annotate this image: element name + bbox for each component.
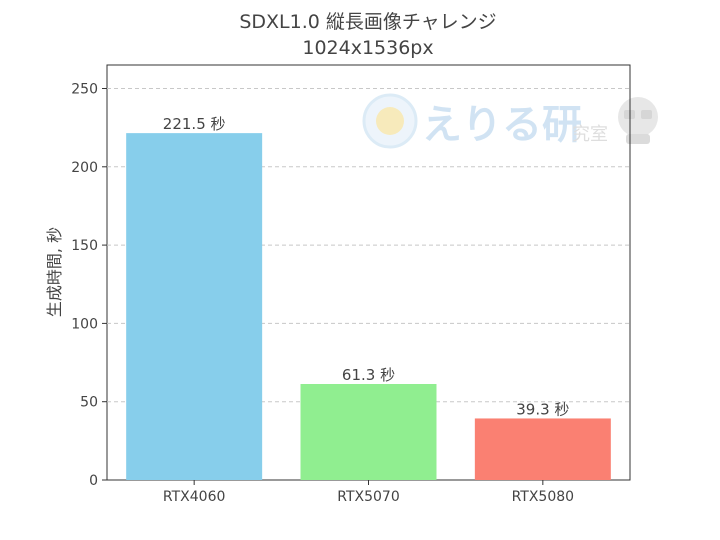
x-axis-ticks: RTX4060 RTX5070 RTX5080 — [163, 480, 574, 505]
watermark-text: えりる研 — [422, 102, 582, 148]
bar — [300, 384, 437, 480]
y-tick-label: 200 — [71, 160, 98, 176]
x-tick-label: RTX5070 — [337, 489, 399, 505]
y-tick-label: 0 — [89, 473, 98, 489]
bar — [474, 418, 611, 480]
y-tick-label: 150 — [71, 238, 98, 254]
y-tick-label: 100 — [71, 316, 98, 332]
data-label: 221.5 秒 — [163, 115, 226, 133]
data-label: 61.3 秒 — [342, 366, 395, 384]
bars — [126, 133, 611, 481]
y-tick-label: 50 — [80, 395, 98, 411]
chart-title: SDXL1.0 縦長画像チャレンジ — [239, 11, 496, 33]
y-axis-ticks: 0 50 100 150 200 250 — [71, 81, 107, 489]
x-tick-label: RTX5080 — [512, 489, 574, 505]
mascot-icon — [618, 97, 658, 144]
bar — [126, 133, 263, 481]
y-tick-label: 250 — [71, 81, 98, 97]
y-axis-label: 生成時間, 秒 — [45, 227, 64, 317]
chart-subtitle: 1024x1536px — [302, 37, 433, 59]
data-label: 39.3 秒 — [516, 400, 569, 418]
bar-value-labels: 221.5 秒 61.3 秒 39.3 秒 — [163, 115, 570, 418]
x-tick-label: RTX4060 — [163, 489, 225, 505]
watermark-small-text: 究室 — [572, 124, 608, 145]
watermark-logo: えりる研 究室 — [362, 93, 658, 149]
